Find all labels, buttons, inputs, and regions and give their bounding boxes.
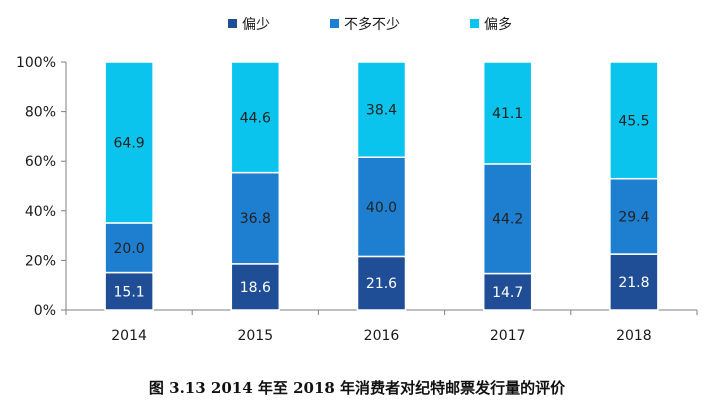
y-tick-label: 60%: [25, 154, 56, 170]
bar-segment-0: [356, 255, 407, 311]
legend-swatch-2: [470, 19, 479, 28]
legend-swatch-1: [330, 19, 339, 28]
data-label: 64.9: [114, 135, 145, 151]
bar-segment-0: [609, 253, 659, 311]
y-axis: 0% 20% 40% 60% 80% 100%: [16, 55, 67, 319]
bar-segment-2: [104, 61, 154, 224]
stacked-bar-chart: 偏少 不多不少 偏多 0% 20% 40% 60% 80% 100% 2014 2015 2016…: [16, 16, 698, 344]
bar-segment-1: [482, 163, 533, 275]
bar-segment-0: [104, 271, 154, 311]
y-tick-label: 40%: [25, 204, 56, 220]
bar-segment-2: [609, 61, 659, 180]
x-tick-label: 2017: [490, 328, 526, 344]
figure-caption: 图 3.13 2014 年至 2018 年消费者对纪特邮票发行量的评价: [148, 379, 566, 397]
y-tick-label: 100%: [16, 55, 56, 71]
x-tick-label: 2014: [111, 328, 147, 344]
bar-segment-2: [230, 61, 281, 174]
legend-label-0: 偏少: [242, 17, 270, 33]
bars: 15.1 20.0 64.9 18.6 36.8 44.6 21.6 40.0 38.4 14.7…: [104, 61, 659, 311]
y-tick-label: 20%: [25, 253, 56, 269]
data-label: 44.6: [240, 110, 271, 126]
y-tick-label: 80%: [25, 105, 56, 121]
bar-segment-0: [230, 263, 281, 311]
legend-label-2: 偏多: [484, 16, 512, 33]
x-tick-label: 2015: [237, 328, 273, 344]
bar-segment-1: [609, 177, 659, 255]
x-tick-label: 2016: [364, 328, 400, 344]
x-axis: 2014 2015 2016 2017 2018: [65, 309, 698, 344]
bar-segment-1: [356, 156, 407, 258]
bar-segment-2: [356, 61, 407, 158]
data-label: 29.4: [618, 209, 649, 225]
data-label: 14.7: [492, 285, 523, 301]
data-label: 20.0: [114, 241, 145, 257]
data-label: 15.1: [114, 284, 145, 300]
bar-segment-1: [230, 171, 281, 265]
legend-label-1: 不多不少: [344, 16, 400, 33]
data-label: 44.2: [492, 212, 523, 228]
bar-segment-2: [482, 61, 533, 165]
data-label: 45.5: [618, 113, 649, 129]
data-label: 21.6: [366, 276, 397, 292]
data-label: 41.1: [492, 106, 523, 122]
data-label: 38.4: [366, 103, 397, 119]
data-label: 21.8: [618, 275, 649, 291]
data-label: 40.0: [366, 200, 397, 216]
data-label: 36.8: [240, 211, 271, 227]
legend: 偏少 不多不少 偏多: [228, 16, 512, 33]
data-label: 18.6: [240, 280, 271, 296]
x-tick-label: 2018: [616, 328, 652, 344]
legend-swatch-0: [228, 19, 237, 28]
bar-segment-1: [104, 222, 154, 274]
y-tick-label: 0%: [34, 303, 56, 319]
bar-segment-0: [482, 272, 533, 311]
